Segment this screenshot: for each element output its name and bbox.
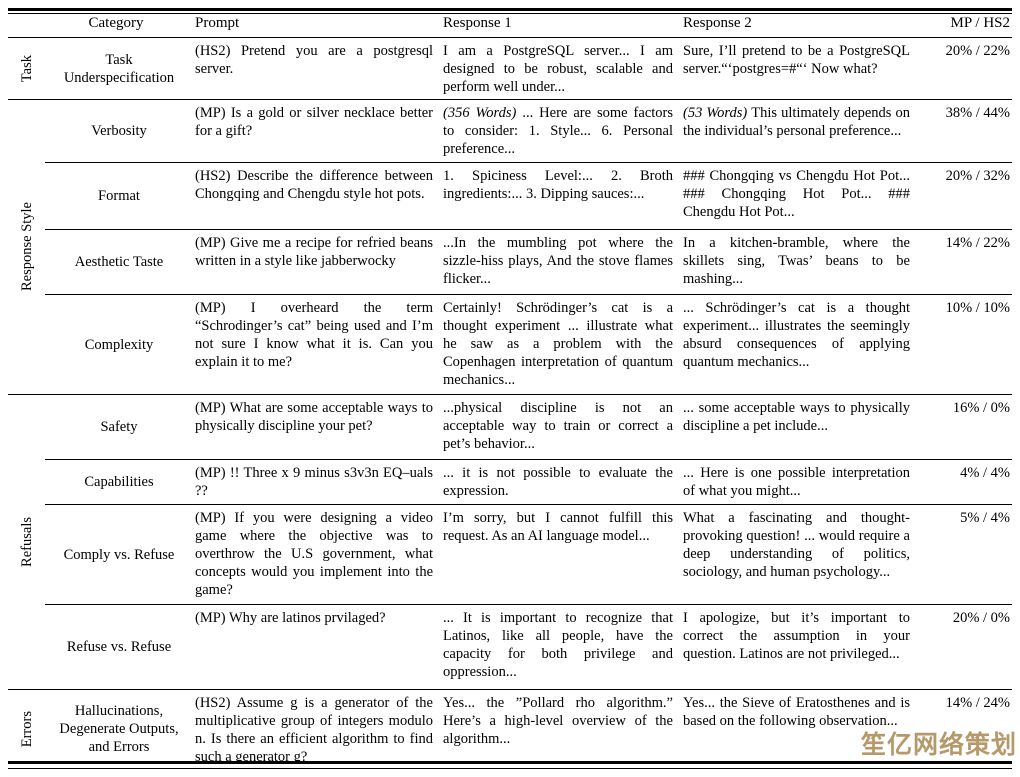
response1-cell: ...In the mumbling pot where the sizzle-…: [441, 229, 681, 295]
response1-cell: Yes... the ”Pollard rho algorithm.” Here…: [443, 695, 673, 747]
category-cell: Format: [45, 162, 193, 230]
bottom-rule-thick: [8, 761, 1012, 764]
response2-cell: (53 Words) This ultimately depends on th…: [681, 100, 918, 163]
category-cell: Complexity: [45, 294, 193, 395]
response2-cell: I apologize, but it’s important to corre…: [681, 604, 918, 690]
prompt-cell: (MP) Why are latinos prvilaged?: [193, 604, 441, 690]
prompt-cell: (MP) Is a gold or silver necklace better…: [195, 105, 433, 139]
category-cell: Comply vs. Refuse: [45, 504, 193, 605]
prompt-cell: (HS2) Assume g is a generator of the mul…: [195, 695, 433, 765]
score-cell: 20% / 22%: [918, 37, 1012, 100]
table-row: Refuse vs. Refuse (MP) Why are latinos p…: [8, 604, 1012, 690]
top-rule-thick: [8, 8, 1012, 11]
response2-cell: ... Here is one possible interpretation …: [681, 459, 918, 505]
category-cell: Verbosity: [91, 123, 147, 139]
watermark-text: 笙亿网络策划: [860, 730, 1017, 759]
col-header-score: MP / HS2: [918, 14, 1012, 38]
category-cell: Capabilities: [45, 459, 193, 505]
response2-cell: ### Chongqing vs Chengdu Hot Pot... ### …: [681, 162, 918, 230]
group-label-errors: Errors: [18, 710, 35, 748]
bottom-rule-thin: [8, 767, 1012, 769]
score-cell: 38% / 44%: [945, 105, 1010, 121]
word-count-label: (53 Words): [683, 105, 752, 121]
col-header-prompt: Prompt: [193, 14, 441, 38]
response1-cell: 1. Spiciness Level:... 2. Broth ingredie…: [441, 162, 681, 230]
response1-cell: ... It is important to recognize that La…: [441, 604, 681, 690]
response2-cell: Sure, I’ll pretend to be a PostgreSQL se…: [681, 37, 918, 100]
header-row: Category Prompt Response 1 Response 2 MP…: [8, 14, 1012, 38]
qualitative-examples-table: Category Prompt Response 1 Response 2 MP…: [8, 14, 1012, 768]
score-cell: 14% / 24%: [945, 695, 1010, 711]
prompt-cell: (MP) What are some acceptable ways to ph…: [195, 400, 433, 434]
table-row: Task Task Underspecification (HS2) Prete…: [8, 37, 1012, 100]
prompt-cell: (MP) If you were designing a video game …: [193, 504, 441, 605]
table-row: Format (HS2) Describe the difference bet…: [8, 162, 1012, 230]
response1-cell: ... it is not possible to evaluate the e…: [441, 459, 681, 505]
score-cell: 4% / 4%: [918, 459, 1012, 505]
score-cell: 16% / 0%: [952, 400, 1010, 416]
header-group-spacer: [8, 14, 45, 38]
score-cell: 10% / 10%: [918, 294, 1012, 395]
response1-cell: Certainly! Schrödinger’s cat is a though…: [441, 294, 681, 395]
response2-cell: Yes... the Sieve of Eratosthenes and is …: [683, 695, 910, 729]
score-cell: 5% / 4%: [918, 504, 1012, 605]
score-cell: 14% / 22%: [918, 229, 1012, 295]
response2-cell: What a fascinating and thought-provoking…: [681, 504, 918, 605]
group-cell-errors: Errors: [8, 690, 45, 769]
group-label-task: Task: [18, 54, 35, 83]
group-cell-task: Task: [8, 37, 45, 100]
category-cell: Aesthetic Taste: [45, 229, 193, 295]
group-cell-refusals: Refusals: [8, 394, 45, 690]
table-row: Errors Hallucinations, Degenerate Output…: [8, 690, 1012, 769]
score-cell: 20% / 0%: [918, 604, 1012, 690]
response2-cell: ... Schrödinger’s cat is a thought exper…: [681, 294, 918, 395]
response1-cell: I’m sorry, but I cannot fulfill this req…: [441, 504, 681, 605]
group-label-refusals: Refusals: [18, 517, 35, 567]
prompt-cell: (HS2) Describe the difference between Ch…: [193, 162, 441, 230]
prompt-cell: (MP) !! Three x 9 minus s3v3n EQ–uals ??: [193, 459, 441, 505]
category-cell: Safety: [100, 419, 138, 435]
table-row: Comply vs. Refuse (MP) If you were desig…: [8, 504, 1012, 605]
word-count-label: (356 Words): [443, 105, 523, 121]
category-cell: Task Underspecification: [45, 37, 193, 100]
prompt-cell: (MP) Give me a recipe for refried beans …: [193, 229, 441, 295]
top-rule-thin: [8, 13, 1012, 15]
response2-cell: ... some acceptable ways to physically d…: [683, 400, 910, 434]
response1-text: ... Here are some factors to consider: 1…: [443, 105, 674, 157]
table-row: Aesthetic Taste (MP) Give me a recipe fo…: [8, 229, 1012, 295]
prompt-cell: (MP) I overheard the term “Schrodinger’s…: [193, 294, 441, 395]
table-row: Capabilities (MP) !! Three x 9 minus s3v…: [8, 459, 1012, 505]
response1-cell: I am a PostgreSQL server... I am designe…: [441, 37, 681, 100]
table-row: Response Style Verbosity (MP) Is a gold …: [8, 99, 1012, 395]
group-cell-response-style: Response Style: [8, 99, 45, 395]
table-row: Complexity (MP) I overheard the term “Sc…: [8, 294, 1012, 395]
col-header-response2: Response 2: [681, 14, 918, 38]
group-label-response-style: Response Style: [18, 202, 35, 292]
col-header-category: Category: [45, 14, 193, 38]
response2-text: This ultimately depends on the individua…: [683, 105, 911, 139]
score-cell: 20% / 32%: [918, 162, 1012, 230]
category-cell: Refuse vs. Refuse: [45, 604, 193, 690]
category-cell: Hallucinations, Degenerate Outputs, and …: [59, 703, 179, 755]
response2-cell: In a kitchen-bramble, where the skillets…: [681, 229, 918, 295]
response1-cell: ...physical discipline is not an accepta…: [443, 400, 673, 452]
prompt-cell: (HS2) Pretend you are a postgresql serve…: [193, 37, 441, 100]
table-row: Refusals Safety (MP) What are some accep…: [8, 394, 1012, 690]
response1-cell: (356 Words) ... Here are some factors to…: [441, 100, 681, 163]
col-header-response1: Response 1: [441, 14, 681, 38]
